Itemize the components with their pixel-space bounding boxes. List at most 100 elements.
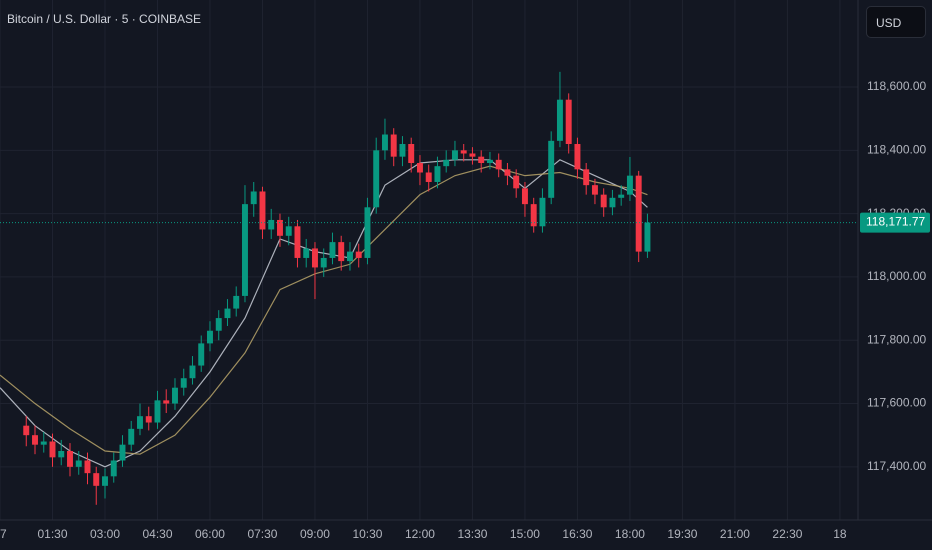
candle-body: [303, 248, 310, 258]
candle-body: [486, 159, 493, 163]
candle-body: [591, 185, 598, 195]
x-tick-label: 16:30: [562, 527, 592, 541]
x-tick-label: 12:00: [405, 527, 435, 541]
candle-body: [93, 473, 100, 486]
candle-body: [495, 159, 502, 170]
candle-body: [556, 99, 563, 141]
candle-body: [198, 343, 205, 366]
candle-body: [521, 188, 528, 205]
y-tick-label: 117,800.00: [867, 332, 926, 346]
candle-body: [119, 444, 126, 461]
x-tick-label: 01:30: [37, 527, 67, 541]
y-tick-label: 118,000.00: [867, 269, 926, 283]
x-tick-label: 18: [833, 527, 847, 541]
candle-body: [434, 166, 441, 182]
candle-body: [268, 219, 275, 230]
candle-body: [381, 134, 388, 151]
x-tick-label: 17: [0, 527, 7, 541]
candle-body: [110, 460, 117, 477]
candle-body: [67, 451, 73, 467]
x-tick-label: 09:00: [300, 527, 330, 541]
candle-body: [276, 219, 283, 236]
candle-body: [49, 441, 56, 458]
candle-body: [469, 153, 476, 157]
candle-body: [215, 318, 222, 331]
candle-body: [224, 308, 231, 319]
candle-body: [609, 197, 616, 208]
x-tick-label: 21:00: [720, 527, 750, 541]
candle-body: [346, 251, 353, 262]
x-tick-label: 18:00: [615, 527, 645, 541]
candle-body: [373, 150, 380, 208]
candle-body: [329, 242, 336, 258]
x-tick-label: 06:00: [195, 527, 225, 541]
candle-body: [163, 400, 170, 404]
candle-body: [137, 416, 143, 429]
candle-body: [285, 226, 292, 236]
candle-body: [250, 191, 257, 205]
candle-body: [504, 169, 511, 176]
candle-body: [23, 425, 30, 436]
candle-body: [443, 159, 450, 167]
candle-body: [478, 156, 485, 163]
last-price-badge: [860, 212, 930, 233]
x-tick-label: 19:30: [667, 527, 697, 541]
currency-button[interactable]: USD: [866, 6, 926, 38]
candle-body: [548, 140, 555, 198]
x-tick-label: 13:30: [457, 527, 487, 541]
candle-body: [102, 476, 108, 486]
x-tick-label: 15:00: [510, 527, 540, 541]
candle-body: [32, 435, 38, 445]
candle-body: [355, 251, 362, 258]
candle-body: [565, 99, 572, 145]
candle-body: [172, 387, 178, 404]
candle-body: [513, 175, 520, 189]
candle-body: [259, 191, 266, 230]
candle-body: [233, 295, 240, 309]
candle-body: [539, 197, 546, 227]
candle-body: [390, 134, 397, 157]
candle-body: [311, 248, 318, 268]
candle-body: [128, 428, 135, 445]
chart-title: Bitcoin / U.S. Dollar · 5 · COINBASE: [7, 12, 201, 26]
candle-body: [84, 460, 91, 474]
candle-body: [364, 207, 371, 258]
candle-body: [145, 416, 152, 423]
candle-body: [40, 441, 47, 445]
x-tick-label: 07:30: [247, 527, 277, 541]
candle-body: [416, 162, 423, 173]
candle-body: [600, 194, 607, 208]
candle-body: [635, 175, 642, 252]
candle-body: [180, 378, 187, 388]
candle-body: [451, 150, 458, 160]
candle-body: [626, 175, 633, 195]
last-price-label: 118,171.77: [866, 215, 925, 229]
candle-body: [154, 400, 161, 423]
plot: [0, 71, 858, 505]
x-tick-label: 03:00: [90, 527, 120, 541]
candle-body: [399, 144, 406, 157]
x-tick-label: 04:30: [142, 527, 172, 541]
y-tick-label: 118,600.00: [867, 79, 926, 93]
y-tick-label: 118,400.00: [867, 143, 926, 157]
candle-body: [242, 204, 248, 296]
candle-body: [425, 172, 432, 182]
candle-body: [530, 204, 537, 227]
candle-body: [338, 242, 345, 262]
candle-body: [574, 144, 581, 170]
candle-body: [207, 330, 213, 344]
y-tick-label: 117,400.00: [867, 459, 926, 473]
candle-body: [583, 169, 590, 186]
candle-body: [320, 257, 327, 268]
candle-body: [294, 226, 301, 258]
candle-body: [644, 222, 651, 252]
y-tick-label: 117,600.00: [867, 396, 926, 410]
candle-body: [408, 144, 415, 163]
candle-body: [75, 460, 82, 467]
candle-body: [189, 365, 196, 379]
x-tick-label: 22:30: [772, 527, 802, 541]
x-tick-label: 10:30: [352, 527, 382, 541]
